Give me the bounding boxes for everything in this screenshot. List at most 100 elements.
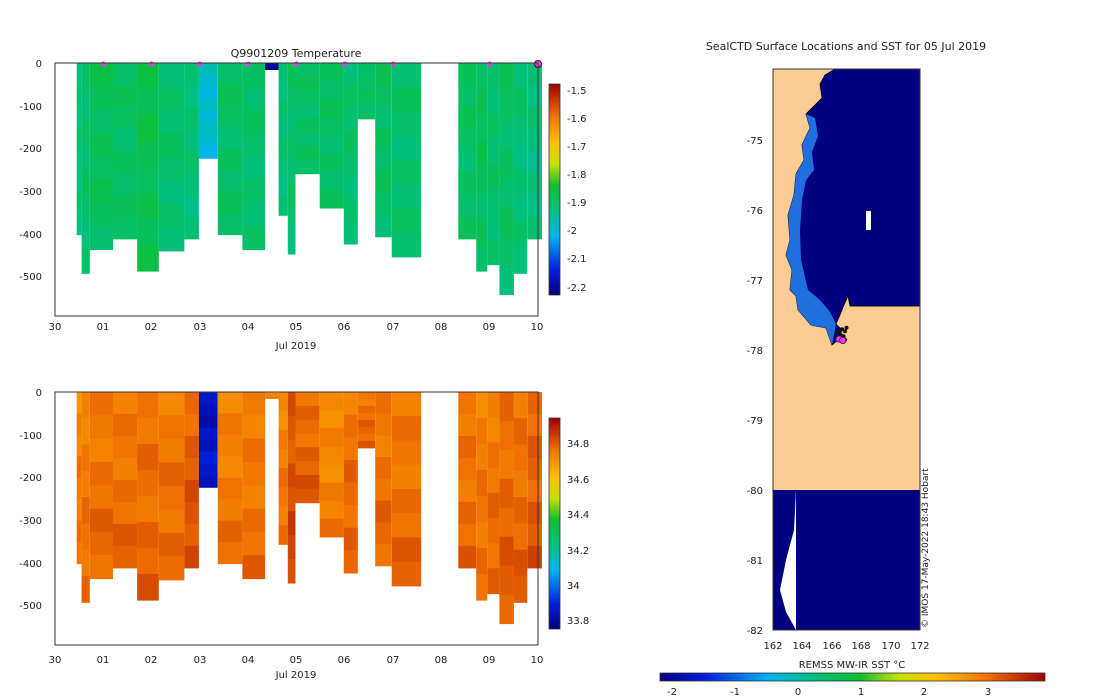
profile-cell [458, 392, 477, 415]
profile-cell [487, 189, 500, 215]
profile-cell [287, 86, 296, 112]
profile-cell [343, 198, 358, 222]
profile-cell [476, 548, 488, 575]
profile-cell [89, 63, 113, 87]
sst-tick-label: -2 [667, 687, 677, 698]
profile-cell [137, 522, 159, 549]
lat-tick-label: -80 [747, 486, 763, 497]
profile-cell [81, 168, 90, 195]
temperature-colorbar-gradient [548, 83, 561, 296]
profile-cell [458, 545, 477, 569]
colorbar-tick-label: -1.8 [567, 170, 587, 181]
profile-cell [89, 392, 113, 416]
profile-cell [357, 433, 376, 442]
profile-cell [319, 500, 344, 520]
profile-cell [198, 134, 218, 147]
profile-cell [81, 194, 90, 222]
profile-cell [76, 392, 82, 414]
profile-cell [458, 216, 477, 240]
profile-cell [184, 85, 199, 108]
profile-cell [527, 150, 542, 174]
profile-cell [499, 236, 514, 267]
profile-cell [137, 63, 159, 90]
profile-cell [343, 550, 358, 574]
profile-cell [527, 414, 542, 437]
profile-cell [242, 133, 266, 157]
profile-cell [81, 523, 90, 551]
profile-cell [287, 535, 296, 560]
x-tick-label: 30 [49, 655, 62, 666]
profile-cell [113, 172, 138, 196]
profile-cell [499, 392, 514, 422]
temperature-panel: Q9901209 Temperature 0 -100 -200 -300 -4… [19, 47, 586, 352]
profile-cell [513, 141, 528, 169]
y-tick-label: -100 [19, 102, 42, 113]
profile-cell [295, 146, 320, 161]
profile-cell [499, 478, 514, 509]
profile-cell [76, 413, 82, 436]
profile-cell [89, 531, 113, 556]
profile-cell [375, 149, 392, 173]
temperature-heatmap [76, 60, 542, 296]
profile-cell [113, 457, 138, 481]
profile-cell [158, 86, 185, 111]
profile-cell [217, 413, 243, 436]
profile-cell [487, 214, 500, 240]
profile-cell [137, 418, 159, 445]
profile-cell [76, 84, 82, 107]
profile-cell [319, 63, 344, 82]
profile-cell [81, 115, 90, 143]
profile-cell [81, 497, 90, 524]
profile-cell [476, 574, 488, 601]
lon-tick-label: 172 [910, 641, 929, 652]
profile-cell [319, 189, 344, 209]
profile-cell [76, 170, 82, 193]
profile-cell [89, 508, 113, 533]
profile-cell [487, 63, 500, 89]
y-tick-label: -300 [19, 187, 42, 198]
profile-cell [287, 392, 296, 417]
profile-cell [513, 497, 528, 524]
profile-cell [458, 85, 477, 108]
profile-cell [184, 523, 199, 547]
profile-cell [89, 438, 113, 463]
x-tick-label: 03 [194, 322, 207, 333]
profile-cell [137, 444, 159, 471]
profile-cell [76, 542, 82, 565]
x-tick-label: 05 [290, 655, 303, 666]
profile-cell [184, 457, 199, 481]
profile-cell [527, 457, 542, 481]
temperature-x-axis: 30 01 02 03 04 05 06 07 08 09 10 Jul 201… [49, 322, 544, 352]
profile-cell [375, 478, 392, 502]
sst-tick-label: 0 [795, 687, 801, 698]
imos-credit: © IMOS 17-May-2022 18:43 Hobart [921, 468, 931, 628]
salinity-x-axis: 30 01 02 03 04 05 06 07 08 09 10 Jul 201… [49, 655, 544, 681]
profile-cell [487, 543, 500, 569]
temperature-title: Q9901209 Temperature [231, 47, 362, 60]
profile-cell [287, 463, 296, 489]
colorbar-tick-label: -1.7 [567, 142, 587, 153]
sst-colorbar-label: REMSS MW-IR SST °C [799, 660, 906, 671]
profile-cell [89, 202, 113, 227]
profile-cell [357, 97, 376, 106]
profile-cell [513, 89, 528, 117]
profile-cell [357, 412, 376, 421]
colorbar-tick-label: 34 [567, 581, 580, 592]
coastal-sst-band [786, 114, 836, 345]
profile-cell [81, 444, 90, 472]
southern-ocean-edge [773, 490, 796, 630]
profile-cell [217, 84, 243, 107]
profile-cell [319, 410, 344, 429]
profile-cell [357, 70, 376, 78]
profile-cell [375, 522, 392, 545]
profile-cell [287, 415, 296, 441]
colorbar-tick-label: -1.9 [567, 198, 587, 209]
profile-cell [375, 171, 392, 194]
salinity-colorbar-gradient [548, 417, 561, 630]
profile-cell [137, 548, 159, 575]
profile-cell [343, 153, 358, 177]
profile-cell [76, 148, 82, 171]
surface-position-marker [487, 61, 493, 67]
profile-cell [242, 109, 266, 134]
profile-cell [375, 84, 392, 107]
